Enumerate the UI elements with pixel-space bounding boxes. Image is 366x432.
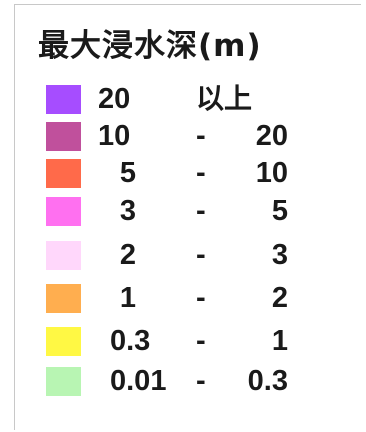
- color-swatch: [46, 159, 81, 188]
- legend-row: 5 - 10: [0, 153, 366, 193]
- range-separator: -: [196, 239, 206, 271]
- legend-row: 3 - 5: [0, 191, 366, 231]
- range-low: 10: [98, 120, 131, 152]
- color-swatch: [46, 284, 81, 313]
- range-separator: -: [196, 365, 206, 397]
- color-swatch: [46, 197, 81, 226]
- range-separator: -: [196, 195, 206, 227]
- range-low: 0.01: [110, 365, 167, 397]
- range-separator: -: [196, 282, 206, 314]
- legend-row: 0.3 - 1: [0, 321, 366, 361]
- range-high: 20: [255, 120, 288, 152]
- range-low: 2: [119, 239, 137, 271]
- range-high: 以上: [196, 82, 253, 115]
- legend-row: 20 以上: [0, 79, 366, 119]
- range-high: 5: [271, 195, 288, 227]
- legend-title: 最大浸水深(m): [38, 28, 262, 64]
- range-high: 1: [271, 325, 288, 357]
- range-separator: -: [196, 157, 206, 189]
- range-low: 20: [98, 83, 131, 115]
- color-swatch: [46, 85, 81, 114]
- legend-row: 2 - 3: [0, 235, 366, 275]
- color-swatch: [46, 327, 81, 356]
- color-swatch: [46, 122, 81, 151]
- range-separator: -: [196, 325, 206, 357]
- range-high: 3: [271, 239, 288, 271]
- range-low: 3: [119, 195, 137, 227]
- legend-row: 10 - 20: [0, 116, 366, 156]
- range-low: 5: [119, 157, 137, 189]
- range-separator: -: [196, 120, 206, 152]
- color-swatch: [46, 367, 81, 396]
- range-high: 0.3: [247, 365, 288, 397]
- range-high: 2: [271, 282, 288, 314]
- range-high: 10: [255, 157, 288, 189]
- range-low: 1: [119, 282, 137, 314]
- legend-row: 1 - 2: [0, 278, 366, 318]
- color-swatch: [46, 241, 81, 270]
- range-low: 0.3: [110, 325, 151, 357]
- legend-row: 0.01 - 0.3: [0, 361, 366, 401]
